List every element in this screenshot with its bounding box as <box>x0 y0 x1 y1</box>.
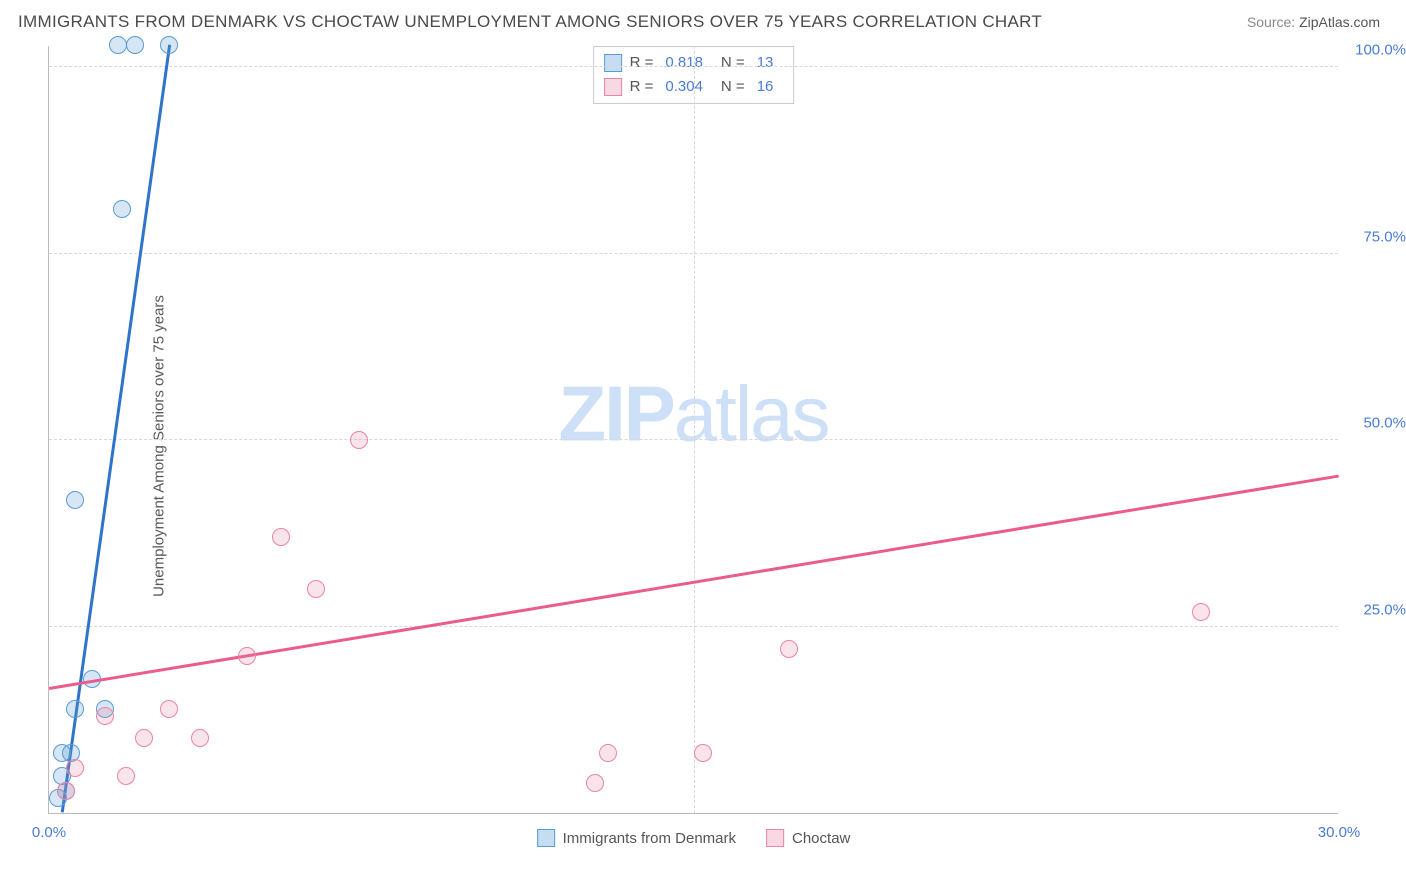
n-value: 13 <box>757 51 774 75</box>
n-value: 16 <box>757 75 774 99</box>
chart-title: IMMIGRANTS FROM DENMARK VS CHOCTAW UNEMP… <box>18 12 1042 32</box>
data-point <box>694 744 712 762</box>
data-point <box>117 767 135 785</box>
trend-line <box>61 44 171 812</box>
y-tick-label: 75.0% <box>1346 228 1406 245</box>
legend-item: Immigrants from Denmark <box>537 829 736 847</box>
n-label: N = <box>721 75 745 99</box>
data-point <box>126 36 144 54</box>
data-point <box>66 491 84 509</box>
data-point <box>350 431 368 449</box>
watermark-zip: ZIP <box>558 370 673 458</box>
data-point <box>113 200 131 218</box>
data-point <box>66 759 84 777</box>
legend-swatch <box>604 54 622 72</box>
data-point <box>586 774 604 792</box>
watermark-atlas: atlas <box>674 370 829 458</box>
data-point <box>238 647 256 665</box>
data-point <box>307 580 325 598</box>
source-label: Source: <box>1247 14 1295 30</box>
legend-swatch <box>604 78 622 96</box>
x-tick-label: 30.0% <box>1318 824 1361 841</box>
r-value: 0.818 <box>665 51 703 75</box>
scatter-chart: ZIPatlas R =0.818N =13R =0.304N =16 Immi… <box>48 46 1338 814</box>
y-tick-label: 25.0% <box>1346 601 1406 618</box>
r-label: R = <box>630 51 654 75</box>
series-legend: Immigrants from Denmark Choctaw <box>537 829 851 847</box>
data-point <box>135 729 153 747</box>
legend-item: Choctaw <box>766 829 850 847</box>
data-point <box>599 744 617 762</box>
legend-label: Immigrants from Denmark <box>563 830 736 847</box>
y-tick-label: 50.0% <box>1346 415 1406 432</box>
data-point <box>109 36 127 54</box>
data-point <box>191 729 209 747</box>
gridline <box>694 46 695 813</box>
data-point <box>66 700 84 718</box>
data-point <box>160 700 178 718</box>
legend-swatch <box>766 829 784 847</box>
data-point <box>96 707 114 725</box>
data-point <box>1192 603 1210 621</box>
data-point <box>57 782 75 800</box>
source-value: ZipAtlas.com <box>1299 14 1380 30</box>
r-label: R = <box>630 75 654 99</box>
legend-label: Choctaw <box>792 830 850 847</box>
source-attribution: Source: ZipAtlas.com <box>1247 14 1380 30</box>
legend-swatch <box>537 829 555 847</box>
x-tick-label: 0.0% <box>32 824 66 841</box>
r-value: 0.304 <box>665 75 703 99</box>
y-tick-label: 100.0% <box>1346 42 1406 59</box>
data-point <box>160 36 178 54</box>
n-label: N = <box>721 51 745 75</box>
data-point <box>780 640 798 658</box>
data-point <box>272 528 290 546</box>
